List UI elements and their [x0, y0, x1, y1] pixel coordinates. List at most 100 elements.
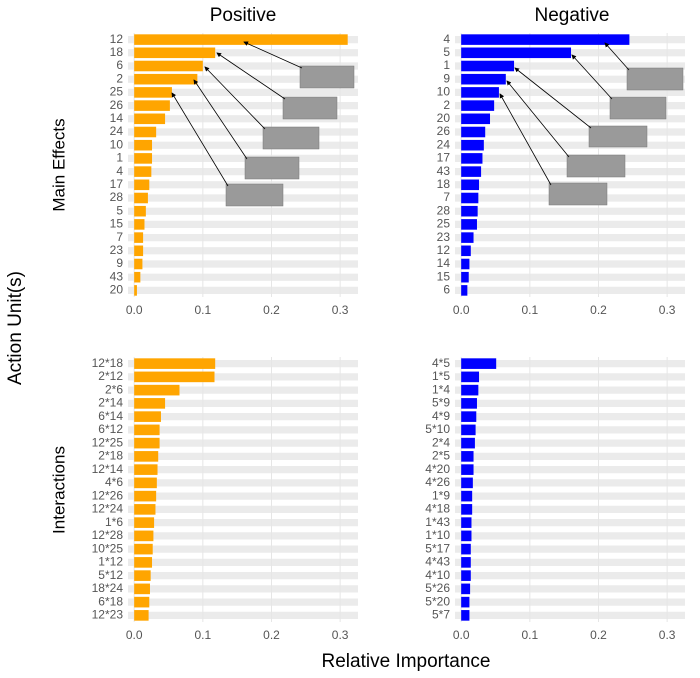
bar: [461, 610, 470, 621]
column-title: Negative: [535, 5, 610, 26]
bar: [461, 139, 484, 151]
y-tick-label: 10: [437, 85, 451, 99]
y-tick-label: 28: [437, 203, 451, 217]
bar: [461, 570, 471, 581]
y-tick-label: 25: [437, 217, 451, 231]
bar: [134, 73, 198, 85]
face-image: [244, 156, 300, 180]
y-tick-label: 5*10: [425, 422, 450, 436]
bar: [134, 100, 170, 111]
bar: [461, 451, 474, 462]
x-tick-label: 0.3: [659, 628, 676, 642]
y-tick-label: 2*6: [105, 382, 123, 396]
y-tick-label: 10*25: [92, 541, 124, 555]
x-axis-title: Relative Importance: [322, 651, 491, 672]
bar: [461, 60, 515, 72]
x-tick-label: 0.0: [126, 303, 143, 317]
y-tick-label: 15: [437, 269, 451, 283]
bar: [134, 87, 172, 98]
bar: [134, 179, 150, 191]
x-tick-label: 0.1: [521, 628, 538, 642]
y-tick-label: 4: [116, 164, 123, 178]
y-tick-label: 4*9: [432, 409, 450, 423]
bar: [461, 517, 472, 528]
arrow: [604, 42, 630, 71]
bar: [461, 504, 473, 515]
bar: [134, 543, 153, 555]
x-tick-label: 0.2: [263, 303, 280, 317]
x-tick-label: 0.2: [263, 628, 280, 642]
bar: [134, 610, 149, 621]
bar: [134, 437, 160, 449]
bar: [134, 232, 144, 243]
y-tick-label: 6: [443, 283, 450, 297]
y-tick-label: 17: [110, 177, 124, 191]
bar: [461, 245, 471, 257]
bar: [134, 166, 152, 177]
bar: [461, 166, 482, 177]
y-tick-label: 2*12: [98, 369, 123, 383]
y-tick-label: 5: [443, 45, 450, 59]
row-title: Main Effects: [49, 118, 68, 211]
bar: [461, 424, 476, 436]
bar: [461, 583, 471, 595]
x-tick-label: 0.2: [590, 628, 607, 642]
y-tick-label: 18: [110, 45, 124, 59]
bar: [134, 504, 156, 515]
bar: [134, 596, 150, 608]
y-tick-label: 12*14: [92, 462, 124, 476]
bar: [461, 126, 486, 138]
y-tick-label: 12: [437, 243, 451, 257]
y-tick-label: 5*12: [98, 568, 123, 582]
y-tick-label: 24: [437, 137, 451, 151]
bar: [461, 179, 480, 191]
y-tick-label: 1*12: [98, 555, 123, 569]
bar: [461, 411, 477, 422]
y-tick-label: 20: [110, 283, 124, 297]
arrow: [193, 79, 248, 160]
bar: [461, 530, 472, 542]
y-tick-label: 5*17: [425, 541, 450, 555]
bar: [134, 205, 146, 217]
y-tick-label: 4*6: [105, 475, 123, 489]
face-image: [566, 154, 626, 178]
row-title: Interactions: [49, 446, 68, 534]
y-tick-label: 2: [116, 71, 123, 85]
bar: [461, 100, 495, 111]
bar: [461, 232, 474, 243]
bar: [134, 557, 153, 568]
bar: [461, 113, 491, 125]
bar: [134, 570, 151, 581]
y-tick-label: 9: [116, 256, 123, 270]
arrow: [514, 67, 592, 129]
bar: [461, 205, 478, 217]
bar: [461, 464, 474, 475]
y-tick-label: 2*4: [432, 435, 450, 449]
bar: [134, 358, 216, 369]
bar: [461, 557, 471, 568]
y-tick-label: 1*5: [432, 369, 450, 383]
y-tick-label: 24: [110, 124, 124, 138]
y-tick-label: 9: [443, 71, 450, 85]
y-tick-label: 4*20: [425, 462, 450, 476]
y-tick-label: 2*14: [98, 396, 123, 410]
y-tick-label: 10: [110, 137, 124, 151]
y-tick-label: 2*18: [98, 449, 123, 463]
y-tick-label: 1*4: [432, 382, 450, 396]
y-tick-label: 18: [437, 177, 451, 191]
bar: [134, 384, 180, 396]
bar: [134, 477, 157, 489]
face-image: [282, 96, 338, 120]
y-tick-label: 26: [437, 124, 451, 138]
x-tick-label: 0.0: [453, 303, 470, 317]
bar: [461, 384, 479, 396]
y-tick-label: 12: [110, 32, 124, 46]
bar: [134, 424, 160, 436]
x-tick-label: 0.0: [453, 628, 470, 642]
bar: [134, 219, 145, 230]
bar: [134, 371, 215, 383]
bar: [461, 34, 630, 45]
y-tick-label: 4: [443, 32, 450, 46]
bar: [461, 219, 477, 230]
